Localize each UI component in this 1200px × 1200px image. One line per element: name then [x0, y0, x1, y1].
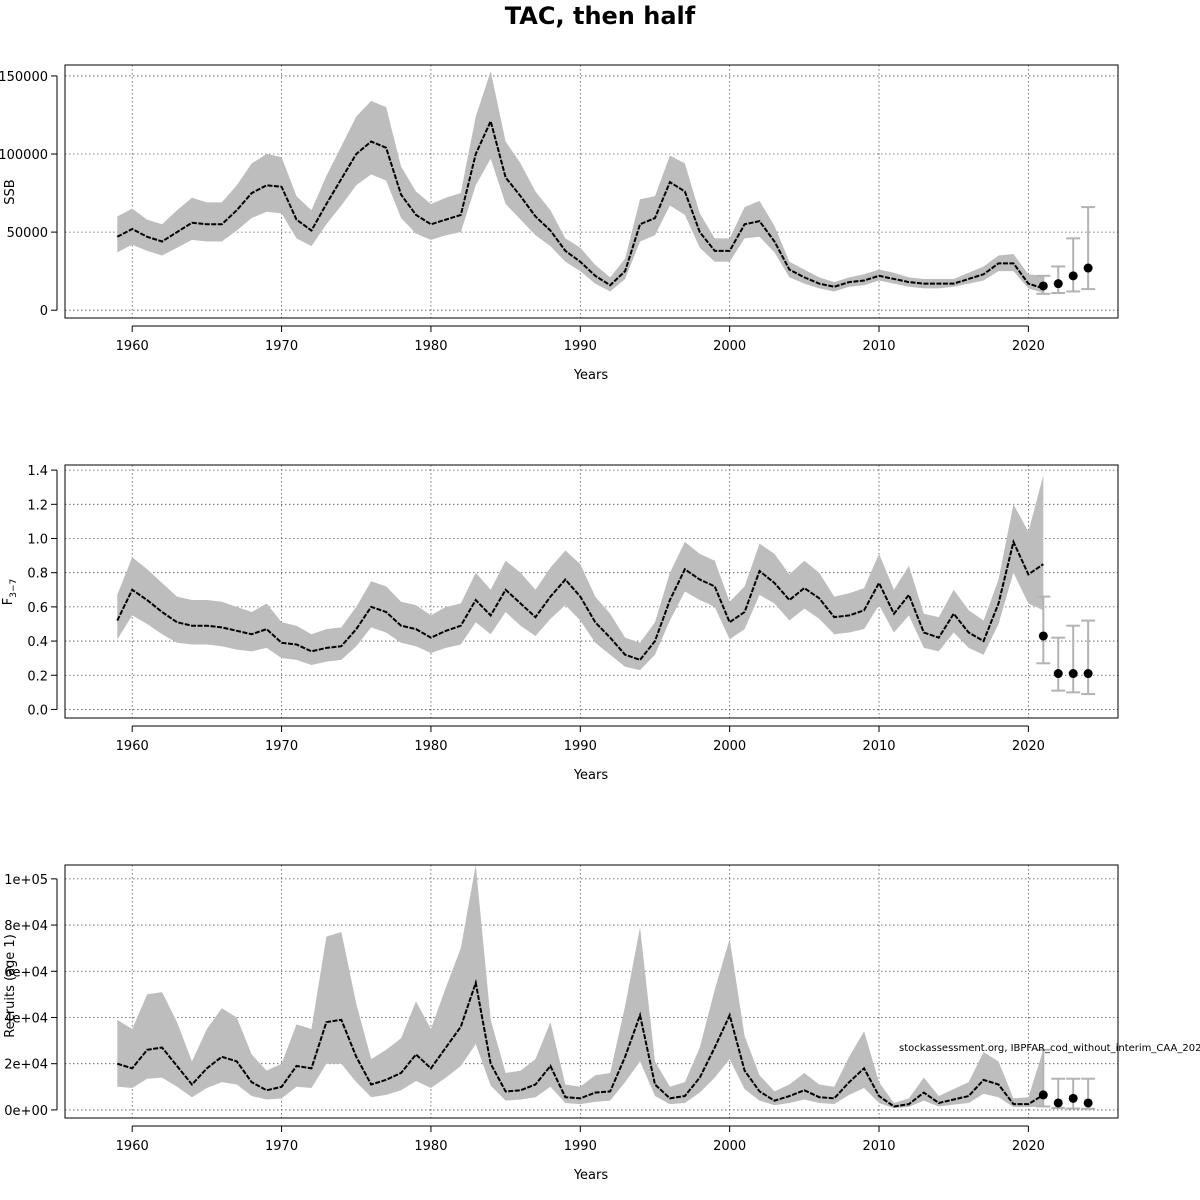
ssb-panel: 1960 1970 1980 1990 2000 2010 2020 0 50000 100000… — [0, 64, 1119, 383]
f-y-tick-label: 1.2 — [27, 498, 48, 513]
recruits-y-tick-label: 6e+04 — [4, 965, 48, 980]
f-prediction-point — [1038, 631, 1048, 641]
f-estimate-line — [116, 538, 1044, 662]
ssb-y-axis-label: SSB — [3, 179, 18, 204]
recruits-plot-frame — [64, 864, 1119, 1119]
recruits-y-axis-label: Recruits (age 1) — [3, 934, 18, 1038]
ssb-x-tick-label: 2010 — [862, 339, 895, 354]
fishing-mortality-panel: 1960 1970 1980 1990 2000 2010 2020 0.0 0.2 0.4 0.6… — [1, 464, 1119, 783]
ssb-y-tick-label: 100000 — [0, 148, 48, 163]
recruits-x-axis-label: Years — [573, 1168, 609, 1183]
recruits-prediction-point — [1038, 1090, 1048, 1100]
recruits-estimate-line — [116, 978, 1044, 1108]
f-y-tick-label: 1.4 — [27, 464, 48, 479]
recruits-prediction-point — [1083, 1098, 1093, 1108]
ssb-confidence-band — [117, 71, 1044, 294]
recruits-x-tick-label: 1980 — [414, 1139, 447, 1154]
recruits-y-tick-label: 2e+04 — [4, 1058, 48, 1073]
recruits-x-tick-label: 2000 — [713, 1139, 746, 1154]
f-x-axis-label: Years — [573, 768, 609, 783]
recruits-y-tick-label: 8e+04 — [4, 919, 48, 934]
recruits-x-tick-label: 1960 — [116, 1139, 149, 1154]
f-x-tick-label: 1970 — [265, 739, 298, 754]
recruits-y-tick-label: 1e+05 — [4, 873, 48, 888]
f-confidence-band — [117, 475, 1044, 671]
ssb-plot-frame — [64, 64, 1119, 319]
f-y-tick-label: 1.0 — [27, 533, 48, 548]
recruits-x-tick-label: 1990 — [564, 1139, 597, 1154]
ssb-x-tick-label: 1990 — [564, 339, 597, 354]
recruits-prediction-point — [1068, 1093, 1078, 1103]
ssb-estimate-line — [116, 118, 1044, 290]
f-y-tick-label: 0.0 — [27, 703, 48, 718]
recruits-confidence-band — [117, 865, 1044, 1109]
recruits-panel: 1960 1970 1980 1990 2000 2010 2020 0e+00 2e+04 4e… — [3, 864, 1200, 1183]
recruits-x-tick-label: 1970 — [265, 1139, 298, 1154]
ssb-x-axis-label: Years — [573, 368, 609, 383]
f-x-tick-label: 2010 — [862, 739, 895, 754]
f-plot-frame — [64, 464, 1119, 719]
recruits-x-tick-label: 2020 — [1012, 1139, 1045, 1154]
f-y-axis-label: F3−7 — [1, 579, 19, 605]
ssb-prediction-point — [1068, 271, 1078, 281]
ssb-y-tick-label: 150000 — [0, 70, 48, 85]
f-x-tick-label: 2000 — [713, 739, 746, 754]
ssb-x-tick-label: 1960 — [116, 339, 149, 354]
recruits-x-tick-label: 2010 — [862, 1139, 895, 1154]
f-y-axis-label-subscript: 3−7 — [9, 579, 19, 598]
ssb-x-tick-label: 1980 — [414, 339, 447, 354]
f-y-tick-label: 0.6 — [27, 601, 48, 616]
f-y-tick-label: 0.2 — [27, 669, 48, 684]
f-prediction-point — [1068, 669, 1078, 679]
figure-title: TAC, then half — [505, 2, 696, 30]
f-x-tick-label: 1980 — [414, 739, 447, 754]
ssb-prediction-point — [1038, 281, 1048, 291]
recruits-y-tick-label: 4e+04 — [4, 1011, 48, 1026]
ssb-x-tick-label: 1970 — [265, 339, 298, 354]
ssb-prediction-point — [1083, 263, 1093, 273]
f-y-tick-label: 0.4 — [27, 635, 48, 650]
ssb-prediction-point — [1053, 279, 1063, 289]
f-x-tick-label: 1960 — [116, 739, 149, 754]
ssb-x-tick-label: 2020 — [1012, 339, 1045, 354]
recruits-y-tick-label: 0e+00 — [4, 1104, 48, 1119]
recruits-prediction-point — [1053, 1098, 1063, 1108]
ssb-y-tick-label: 0 — [40, 304, 48, 319]
ssb-x-tick-label: 2000 — [713, 339, 746, 354]
f-prediction-point — [1053, 669, 1063, 679]
credit-text: stockassessment.org, IBPFAR_cod_without_… — [899, 1043, 1200, 1054]
f-x-tick-label: 2020 — [1012, 739, 1045, 754]
f-y-tick-label: 0.8 — [27, 567, 48, 582]
f-prediction-point — [1083, 669, 1093, 679]
f-x-tick-label: 1990 — [564, 739, 597, 754]
ssb-y-tick-label: 50000 — [7, 226, 48, 241]
f-y-axis-label-main: F — [1, 598, 16, 605]
